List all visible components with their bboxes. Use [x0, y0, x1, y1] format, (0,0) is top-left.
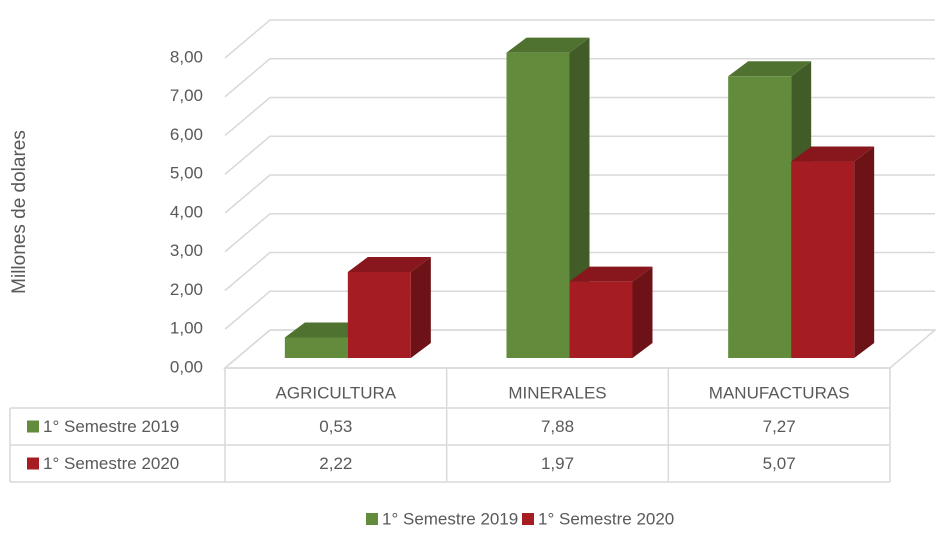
bar-top	[506, 37, 590, 53]
bar	[791, 161, 855, 358]
data-label: 2,22	[319, 454, 352, 473]
bar	[284, 337, 348, 358]
y-tick-label: 7,00	[170, 86, 203, 105]
data-label: 7,88	[541, 417, 574, 436]
bar-top	[728, 61, 812, 77]
bar	[728, 76, 792, 358]
legend-label: 1° Semestre 2020	[538, 509, 674, 528]
bar-top	[791, 146, 875, 162]
grid-line	[224, 19, 935, 59]
data-label: 7,27	[763, 417, 796, 436]
y-tick-label: 2,00	[170, 280, 203, 299]
bar-side	[854, 146, 875, 358]
legend-swatch	[27, 420, 39, 433]
x-tick-label: MANUFACTURAS	[709, 383, 850, 402]
y-tick-label: 8,00	[170, 47, 203, 66]
bar-top	[347, 256, 431, 272]
x-tick-label: AGRICULTURA	[276, 383, 397, 402]
y-tick-label: 5,00	[170, 164, 203, 183]
bar	[506, 52, 570, 359]
legend-swatch	[522, 513, 534, 525]
x-tick-label: MINERALES	[508, 383, 606, 402]
data-label: 0,53	[319, 417, 352, 436]
y-tick-label: 0,00	[170, 357, 203, 376]
y-tick-label: 3,00	[170, 241, 203, 260]
legend-swatch	[27, 457, 39, 470]
grid-line	[224, 290, 935, 330]
grid-line	[224, 58, 935, 98]
grid-line	[224, 251, 935, 292]
y-tick-label: 4,00	[170, 202, 203, 221]
y-tick-label: 6,00	[170, 125, 203, 144]
bar-top	[569, 266, 653, 282]
grid-line	[224, 135, 935, 175]
data-label: 5,07	[763, 454, 796, 473]
grid-line	[224, 174, 935, 214]
bar	[569, 281, 633, 358]
legend-swatch	[366, 513, 378, 525]
bar	[347, 271, 411, 358]
data-label: 1,97	[541, 454, 574, 473]
y-tick-label: 1,00	[170, 319, 203, 338]
legend-label: 1° Semestre 2019	[382, 509, 518, 528]
table-series-name: 1° Semestre 2020	[43, 454, 179, 473]
y-axis-title: Millones de dolares	[9, 130, 30, 294]
bar-top	[284, 322, 368, 338]
table-series-name: 1° Semestre 2019	[43, 417, 179, 436]
bar-side	[632, 266, 653, 358]
grid-line	[224, 213, 935, 253]
grid-line	[224, 96, 935, 137]
bar-side	[410, 256, 431, 358]
